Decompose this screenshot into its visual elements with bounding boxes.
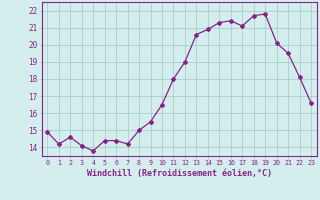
X-axis label: Windchill (Refroidissement éolien,°C): Windchill (Refroidissement éolien,°C) (87, 169, 272, 178)
